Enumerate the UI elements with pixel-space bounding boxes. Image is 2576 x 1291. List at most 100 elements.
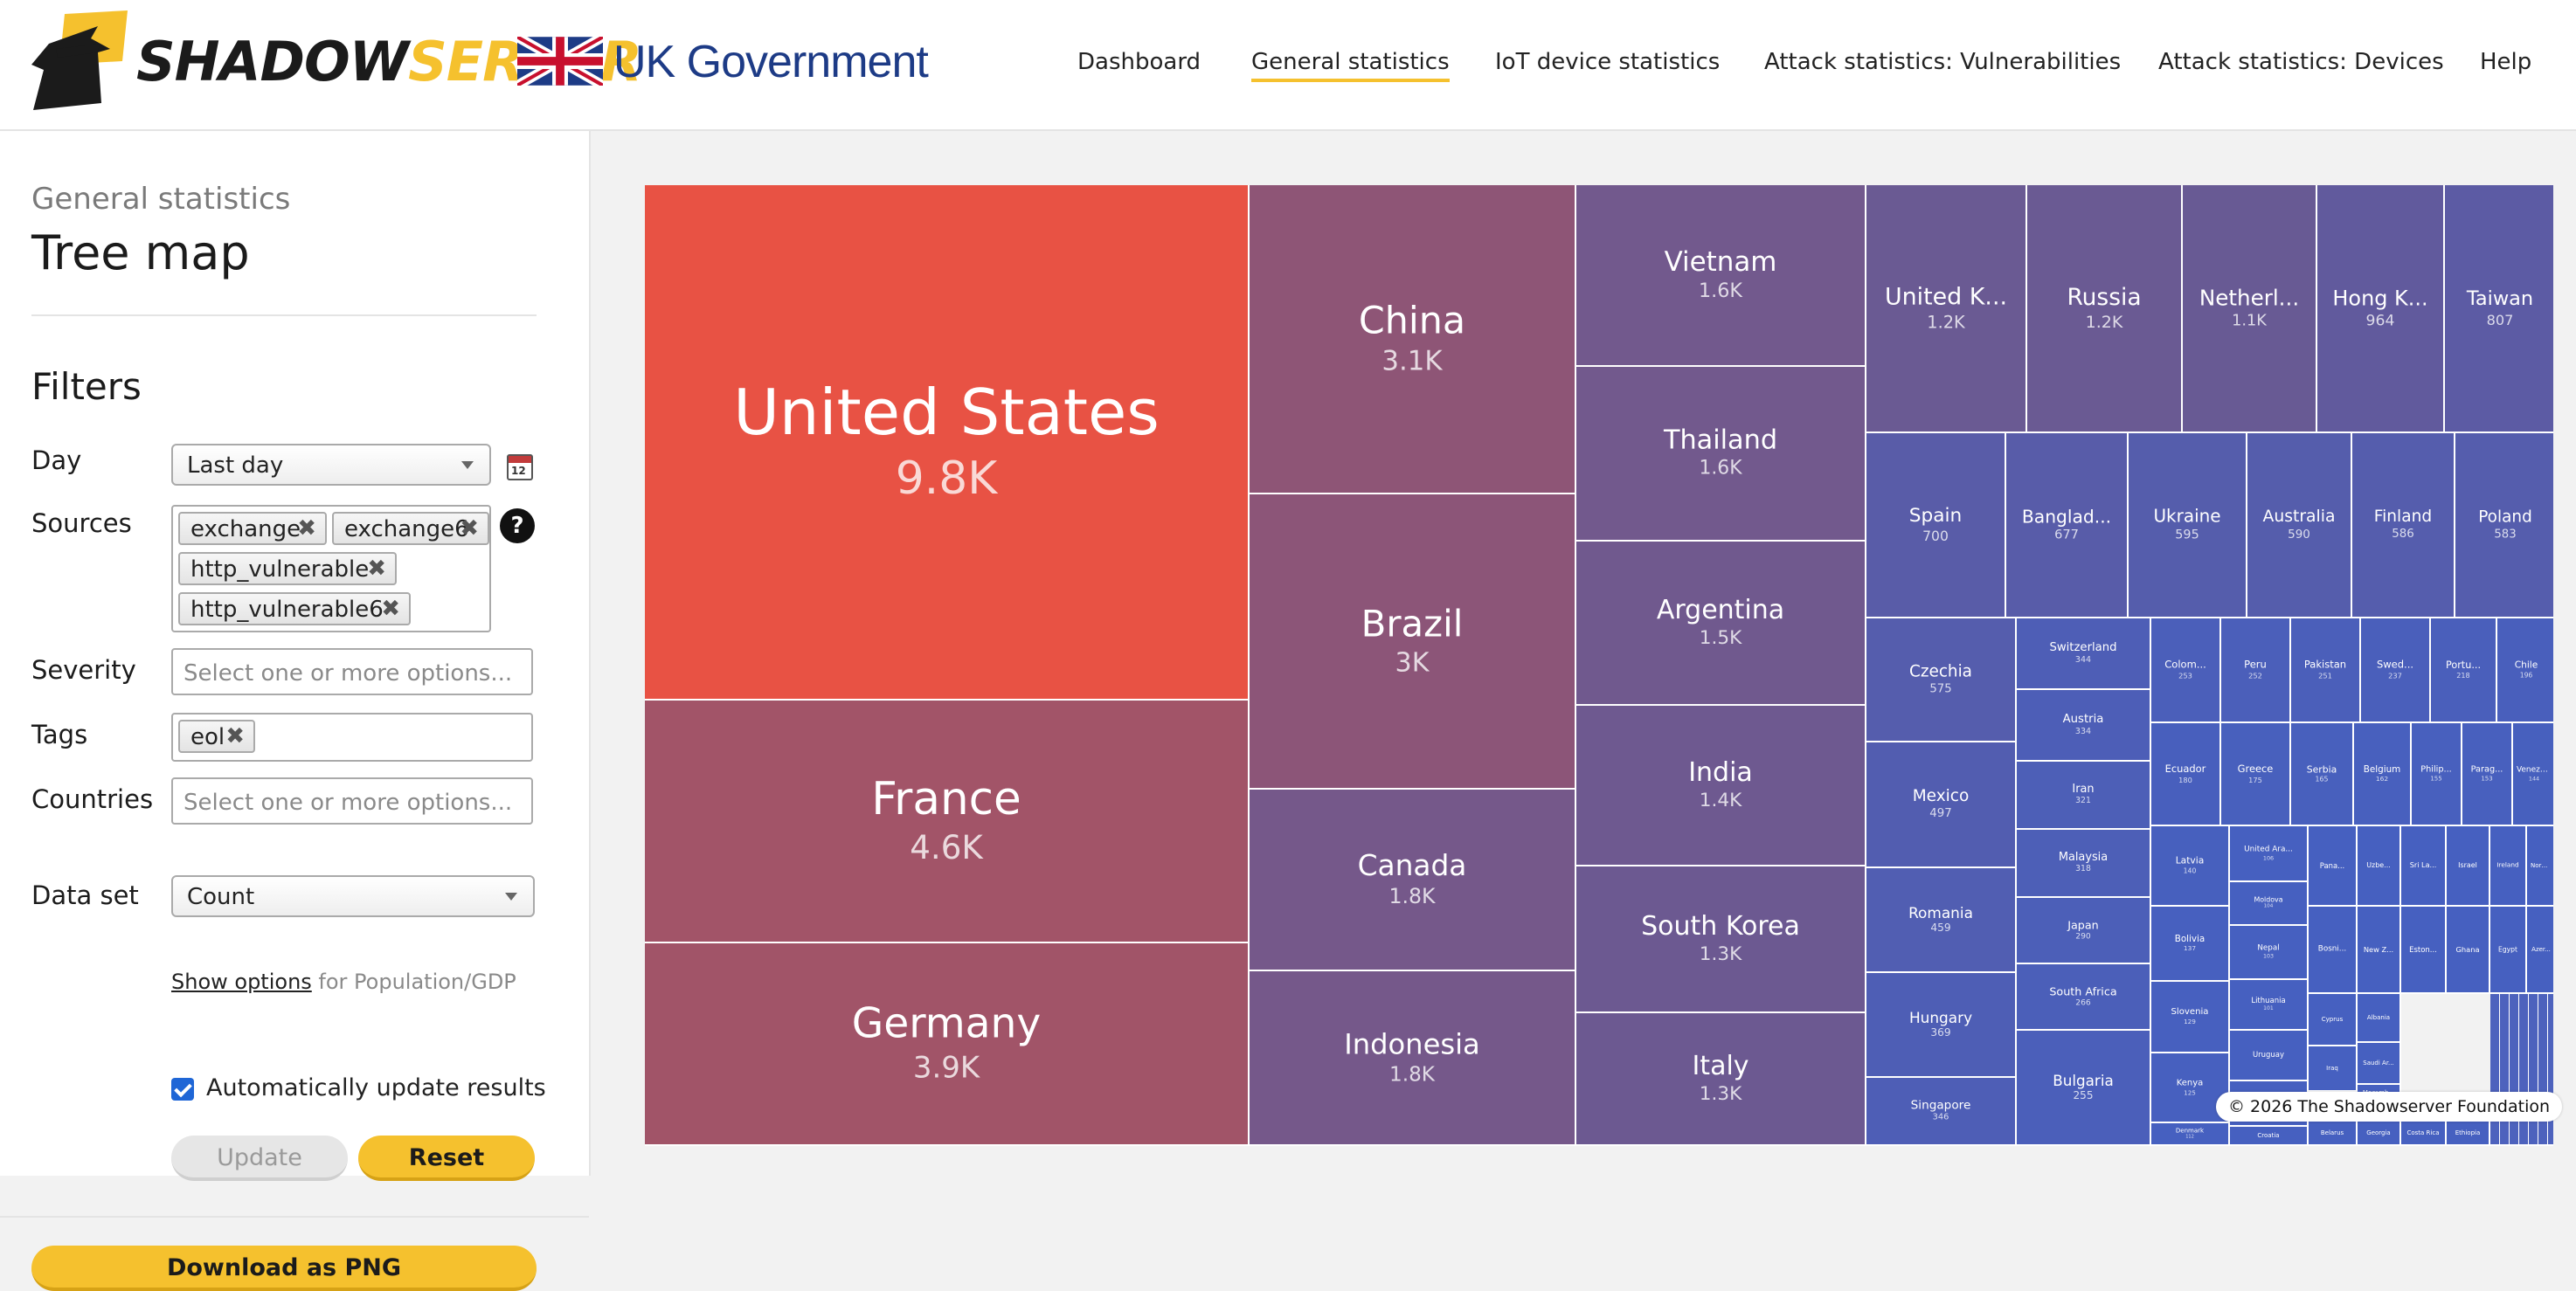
treemap-cell[interactable]: Indonesia 1.8K: [1250, 971, 1576, 1146]
treemap-cell[interactable]: Norway: [2527, 826, 2553, 907]
nav-attack-vulnerabilities[interactable]: Attack statistics: Vulnerabilities: [1764, 49, 2122, 75]
treemap-cell[interactable]: Finland 586: [2352, 433, 2455, 618]
treemap-cell[interactable]: Italy 1.3K: [1576, 1013, 1866, 1146]
treemap-cell[interactable]: Slovenia 129: [2151, 982, 2230, 1053]
nav-attack-devices[interactable]: Attack statistics: Devices: [2158, 49, 2444, 75]
treemap-cell[interactable]: Iraq: [2309, 1046, 2358, 1092]
treemap-cell[interactable]: Parag... 153: [2462, 723, 2513, 826]
update-button[interactable]: Update: [171, 1136, 348, 1181]
source-tag-http-vulnerable[interactable]: http_vulnerable ✖: [178, 552, 397, 585]
treemap-cell[interactable]: Egypt: [2490, 907, 2527, 994]
treemap-cell[interactable]: China 3.1K: [1250, 185, 1576, 494]
day-select[interactable]: Last day: [171, 444, 491, 486]
treemap-cell[interactable]: Russia 1.2K: [2027, 185, 2183, 433]
treemap-cell[interactable]: Malaysia 318: [2017, 830, 2151, 898]
treemap-cell[interactable]: Singapore 346: [1866, 1078, 2017, 1146]
remove-tag-icon[interactable]: ✖: [297, 515, 316, 542]
treemap-cell[interactable]: Ireland: [2490, 826, 2527, 907]
treemap-cell[interactable]: Ethiopia: [2447, 1122, 2490, 1146]
treemap-cell[interactable]: Thailand 1.6K: [1576, 367, 1866, 542]
treemap-small-cells-region[interactable]: [2490, 994, 2553, 1146]
treemap-cell[interactable]: Australia 590: [2247, 433, 2352, 618]
treemap-cell[interactable]: Latvia 140: [2151, 826, 2230, 907]
treemap-cell[interactable]: United Ara... 106: [2230, 826, 2309, 882]
nav-iot-statistics[interactable]: IoT device statistics: [1495, 49, 1721, 75]
download-png-button[interactable]: Download as PNG: [31, 1246, 537, 1291]
treemap-cell[interactable]: Taiwan 807: [2445, 185, 2553, 433]
treemap-cell[interactable]: Bosni...: [2309, 907, 2358, 994]
treemap-cell[interactable]: Belarus: [2309, 1122, 2358, 1146]
treemap-cell[interactable]: Georgia: [2358, 1122, 2401, 1146]
treemap-cell[interactable]: Peru 252: [2221, 618, 2291, 723]
treemap-cell[interactable]: South Korea 1.3K: [1576, 866, 1866, 1013]
source-tag-exchange6[interactable]: exchange6 ✖: [332, 512, 489, 545]
treemap-cell[interactable]: Austria 334: [2017, 690, 2151, 762]
auto-update-checkbox[interactable]: [171, 1078, 194, 1101]
source-tag-http-vulnerable6[interactable]: http_vulnerable6 ✖: [178, 592, 411, 625]
treemap-cell[interactable]: Uzbe...: [2358, 826, 2401, 907]
reset-button[interactable]: Reset: [358, 1136, 535, 1181]
treemap-cell[interactable]: Mexico 497: [1866, 742, 2017, 868]
remove-tag-icon[interactable]: ✖: [225, 723, 245, 749]
treemap-cell[interactable]: Eston...: [2401, 907, 2447, 994]
treemap-cell[interactable]: Belgium 162: [2354, 723, 2412, 826]
sources-help-icon[interactable]: ?: [500, 508, 535, 543]
calendar-icon[interactable]: 12: [507, 454, 533, 480]
countries-input[interactable]: Select one or more options...: [171, 777, 533, 825]
treemap-cell[interactable]: South Africa 266: [2017, 964, 2151, 1031]
treemap-cell[interactable]: Ecuador 180: [2151, 723, 2221, 826]
treemap-cell[interactable]: Spain 700: [1866, 433, 2006, 618]
shadowserver-logo-icon[interactable]: [30, 9, 133, 112]
treemap-cell[interactable]: Poland 583: [2455, 433, 2553, 618]
treemap-cell[interactable]: Canada 1.8K: [1250, 790, 1576, 971]
sources-input[interactable]: exchange ✖ exchange6 ✖ http_vulnerable ✖ ht…: [171, 505, 491, 632]
treemap-cell[interactable]: Portu... 218: [2431, 618, 2497, 723]
treemap-cell[interactable]: United States 9.8K: [645, 185, 1250, 701]
treemap-cell[interactable]: Colom... 253: [2151, 618, 2221, 723]
treemap-cell[interactable]: Hong K... 964: [2317, 185, 2445, 433]
treemap-cell[interactable]: Ukraine 595: [2129, 433, 2247, 618]
show-options-link[interactable]: Show options: [171, 970, 312, 994]
treemap-cell[interactable]: Iran 321: [2017, 762, 2151, 830]
treemap-cell[interactable]: Japan 290: [2017, 898, 2151, 964]
treemap-cell[interactable]: Banglad... 677: [2006, 433, 2129, 618]
treemap-cell[interactable]: Pakistan 251: [2291, 618, 2361, 723]
treemap-cell[interactable]: Serbia 165: [2291, 723, 2354, 826]
treemap-cell[interactable]: Venezuela 144: [2513, 723, 2553, 826]
treemap-cell[interactable]: New Z...: [2358, 907, 2401, 994]
tag-eol[interactable]: eol ✖: [178, 720, 255, 753]
nav-help[interactable]: Help: [2480, 49, 2532, 75]
treemap-cell[interactable]: Costa Rica: [2401, 1122, 2447, 1146]
remove-tag-icon[interactable]: ✖: [460, 515, 479, 542]
treemap-cell[interactable]: Chile 196: [2497, 618, 2553, 723]
tags-input[interactable]: eol ✖: [171, 713, 533, 762]
treemap-cell[interactable]: Netherl... 1.1K: [2183, 185, 2317, 433]
treemap-cell[interactable]: Brazil 3K: [1250, 494, 1576, 790]
treemap-cell[interactable]: Czechia 575: [1866, 618, 2017, 742]
nav-general-statistics[interactable]: General statistics: [1251, 45, 1450, 82]
treemap-cell[interactable]: Greece 175: [2221, 723, 2291, 826]
treemap-cell[interactable]: Swed... 237: [2361, 618, 2431, 723]
treemap-cell[interactable]: France 4.6K: [645, 701, 1250, 943]
treemap-cell[interactable]: Denmark 112: [2151, 1123, 2230, 1146]
treemap-cell[interactable]: Cyprus: [2309, 994, 2358, 1046]
source-tag-exchange[interactable]: exchange ✖: [178, 512, 327, 545]
treemap-cell[interactable]: Argentina 1.5K: [1576, 542, 1866, 706]
treemap-cell[interactable]: Philip... 155: [2412, 723, 2462, 826]
treemap-cell[interactable]: Germany 3.9K: [645, 943, 1250, 1146]
remove-tag-icon[interactable]: ✖: [367, 556, 386, 582]
treemap-cell[interactable]: Lithuania 101: [2230, 980, 2309, 1031]
treemap-cell[interactable]: Moldova 104: [2230, 882, 2309, 926]
treemap-cell[interactable]: Croatia: [2230, 1127, 2309, 1146]
auto-update-label[interactable]: Automatically update results: [206, 1074, 546, 1101]
treemap-cell[interactable]: Sri La...: [2401, 826, 2447, 907]
treemap-cell[interactable]: Bolivia 137: [2151, 907, 2230, 982]
severity-input[interactable]: Select one or more options...: [171, 648, 533, 695]
treemap-cell[interactable]: United K... 1.2K: [1866, 185, 2027, 433]
treemap-cell[interactable]: Albania: [2358, 994, 2401, 1043]
treemap-cell[interactable]: Ghana: [2447, 907, 2490, 994]
treemap-cell[interactable]: Pana...: [2309, 826, 2358, 907]
nav-dashboard[interactable]: Dashboard: [1077, 49, 1201, 75]
treemap-cell[interactable]: Azer...: [2527, 907, 2553, 994]
treemap-cell[interactable]: Switzerland 344: [2017, 618, 2151, 690]
